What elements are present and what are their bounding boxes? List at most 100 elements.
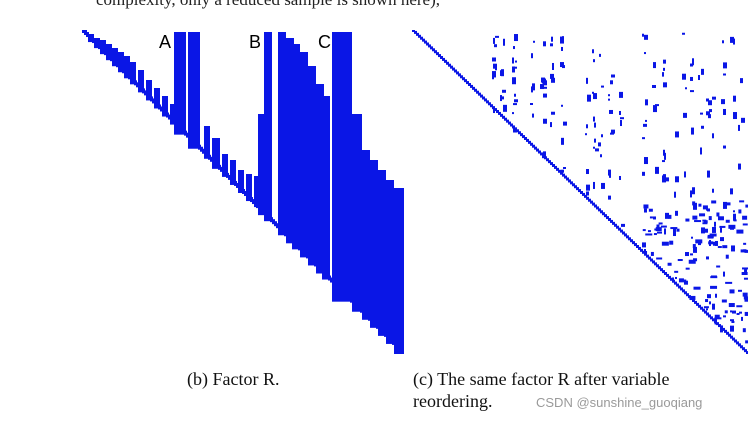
- nonzero-entry: [710, 316, 713, 320]
- nonzero-entry: [668, 275, 671, 279]
- nonzero-entry: [715, 240, 718, 246]
- nonzero-entry: [632, 241, 635, 245]
- nonzero-entry: [561, 137, 564, 145]
- nonzero-entry: [708, 241, 714, 245]
- nonzero-entry: [540, 152, 543, 156]
- nonzero-entry: [642, 250, 645, 254]
- nonzero-entry: [608, 98, 610, 101]
- nonzero-block: [258, 114, 266, 216]
- nonzero-entry: [587, 94, 591, 102]
- nonzero-entry: [642, 242, 646, 248]
- nonzero-entry: [608, 94, 610, 97]
- nonzero-entry: [494, 108, 497, 112]
- nonzero-entry: [656, 264, 659, 268]
- nonzero-entry: [653, 62, 656, 69]
- nonzero-entry: [702, 308, 705, 312]
- nonzero-entry: [490, 104, 493, 108]
- nonzero-entry: [533, 40, 535, 43]
- nonzero-entry: [674, 281, 677, 285]
- nonzero-entry: [503, 38, 505, 46]
- nonzero-entry: [566, 177, 569, 181]
- nonzero-entry: [604, 214, 607, 218]
- nonzero-entry: [586, 169, 589, 175]
- nonzero-entry: [501, 70, 503, 74]
- caption-c-line2: reordering.: [413, 391, 493, 411]
- nonzero-entry: [601, 182, 605, 189]
- nonzero-entry: [563, 121, 567, 126]
- nonzero-entry: [578, 189, 581, 193]
- nonzero-entry: [731, 321, 735, 324]
- nonzero-entry: [548, 160, 551, 164]
- nonzero-entry: [675, 210, 678, 216]
- nonzero-entry: [683, 280, 688, 285]
- nonzero-entry: [448, 63, 451, 67]
- nonzero-block: [174, 32, 186, 135]
- nonzero-entry: [600, 154, 602, 158]
- nonzero-entry: [478, 92, 481, 96]
- nonzero-entry: [706, 98, 709, 102]
- diagonal-entry: [220, 166, 223, 172]
- nonzero-entry: [706, 312, 709, 316]
- nonzero-entry: [694, 220, 702, 223]
- nonzero-entry: [660, 225, 667, 228]
- nonzero-entry: [730, 36, 734, 43]
- nonzero-entry: [738, 289, 742, 292]
- nonzero-entry: [724, 329, 727, 333]
- diagonal-entry: [202, 148, 205, 154]
- nonzero-entry: [707, 234, 714, 238]
- nonzero-entry: [726, 331, 729, 335]
- nonzero-entry: [678, 285, 681, 289]
- nonzero-entry: [513, 127, 517, 133]
- nonzero-entry: [512, 112, 514, 115]
- nonzero-entry: [730, 310, 732, 313]
- nonzero-entry: [690, 253, 693, 256]
- nonzero-entry: [514, 34, 518, 42]
- nonzero-entry: [450, 65, 453, 69]
- nonzero-entry: [703, 306, 709, 309]
- diagonal-entry: [276, 223, 279, 229]
- nonzero-entry: [730, 335, 733, 339]
- nonzero-entry: [550, 162, 553, 166]
- nonzero-entry: [706, 256, 709, 260]
- diagonal-entry: [152, 98, 155, 104]
- nonzero-entry: [714, 320, 717, 324]
- nonzero-entry: [702, 219, 707, 222]
- nonzero-entry: [649, 216, 653, 219]
- nonzero-entry: [728, 303, 735, 308]
- nonzero-entry: [677, 259, 683, 262]
- nonzero-entry: [513, 103, 517, 106]
- nonzero-entry: [662, 74, 664, 77]
- nonzero-entry: [560, 62, 564, 68]
- nonzero-entry: [697, 239, 703, 242]
- nonzero-block: [246, 174, 252, 202]
- nonzero-entry: [690, 63, 693, 67]
- diagonal-entry: [200, 146, 203, 152]
- nonzero-entry: [731, 245, 735, 252]
- nonzero-entry: [661, 241, 669, 246]
- nonzero-entry: [691, 236, 693, 239]
- nonzero-entry: [740, 80, 742, 83]
- nonzero-entry: [682, 32, 685, 35]
- nonzero-entry: [601, 85, 604, 88]
- nonzero-entry: [464, 79, 467, 83]
- nonzero-entry: [692, 244, 696, 249]
- nonzero-entry: [644, 250, 648, 254]
- nonzero-block: [118, 52, 124, 73]
- nonzero-entry: [744, 349, 747, 353]
- diagonal-entry: [86, 32, 89, 38]
- nonzero-entry: [493, 63, 497, 69]
- nonzero-entry: [540, 84, 544, 90]
- nonzero-entry: [532, 113, 534, 118]
- nonzero-block: [278, 32, 286, 236]
- nonzero-entry: [645, 233, 653, 236]
- nonzero-entry: [543, 86, 547, 89]
- nonzero-entry: [500, 95, 502, 102]
- nonzero-entry: [594, 204, 597, 208]
- nonzero-entry: [502, 96, 504, 100]
- nonzero-block: [352, 114, 362, 312]
- nonzero-entry: [716, 212, 720, 217]
- nonzero-entry: [644, 208, 647, 213]
- nonzero-entry: [733, 210, 735, 213]
- nonzero-entry: [608, 218, 611, 221]
- nonzero-entry: [643, 123, 647, 127]
